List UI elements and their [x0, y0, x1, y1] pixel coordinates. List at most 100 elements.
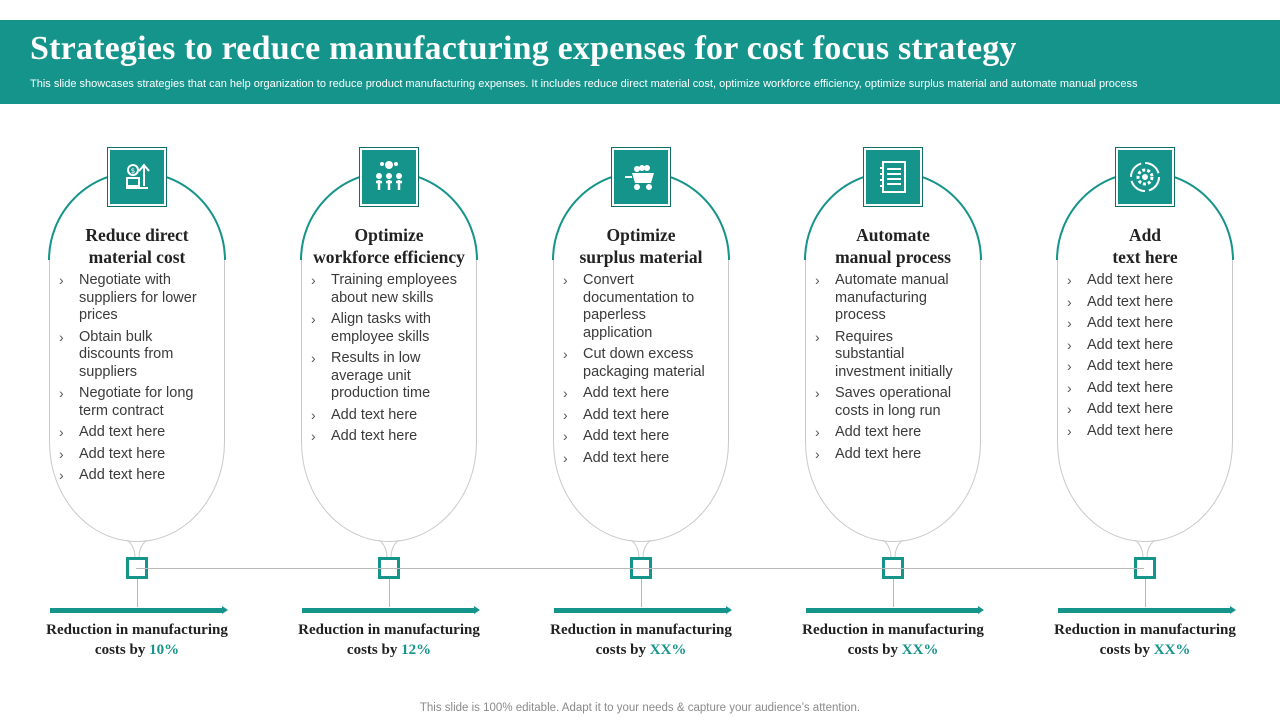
bullet-text: Add text here — [79, 424, 166, 440]
reduction-label: Reduction in manufacturing costs by 10% — [37, 620, 237, 660]
chevron-right-icon: › — [311, 272, 316, 288]
bullet-text: Automate manual manufacturing process — [835, 272, 949, 323]
chevron-right-icon: › — [59, 385, 64, 401]
reduction-prefix: costs by — [1099, 642, 1150, 658]
list-item: › Add text here — [563, 407, 713, 425]
strategy-title: Reduce direct material cost — [49, 224, 225, 268]
strategy-title-line: text here — [1112, 247, 1178, 267]
list-item: › Automate manual manufacturing process — [815, 272, 965, 325]
reduction-value: XX% — [901, 642, 939, 658]
chevron-right-icon: › — [1067, 293, 1072, 310]
reduction-text: Reduction in manufacturing — [46, 622, 228, 638]
timeline-drop — [1145, 579, 1146, 607]
list-item: › Add text here — [815, 446, 965, 464]
reduction-prefix: costs by — [847, 642, 898, 658]
bullet-text: Add text here — [79, 467, 166, 483]
reduction-text: Reduction in manufacturing — [550, 622, 732, 638]
reduction-value: 12% — [401, 642, 432, 658]
strategy-title-line: surplus material — [579, 247, 703, 267]
reduction-prefix: costs by — [346, 642, 398, 658]
list-item: › Results in low average unit production … — [311, 350, 461, 403]
bullet-text: Add text here — [1087, 422, 1174, 439]
header-banner: Strategies to reduce manufacturing expen… — [0, 20, 1280, 104]
chevron-right-icon: › — [563, 428, 568, 444]
bullet-text: Add text here — [1087, 358, 1174, 374]
reduction-text: costs by 10% — [37, 640, 237, 660]
list-item: › Add text here — [1067, 358, 1217, 376]
card-arch — [48, 174, 226, 261]
list-item: › Convert documentation to paperless appl… — [563, 272, 713, 342]
card-arch — [1056, 174, 1234, 261]
chevron-right-icon: › — [563, 346, 568, 362]
strategy-card — [49, 172, 225, 542]
bullet-text: Negotiate with suppliers for lower price… — [79, 272, 197, 323]
accent-bar — [806, 606, 984, 614]
list-item: › Add text here — [563, 385, 713, 403]
card-stem — [1134, 540, 1156, 558]
strategy-title: Automate manual process — [805, 224, 981, 268]
card-arch — [552, 174, 730, 261]
list-item: › Add text here — [311, 428, 461, 446]
card-stem — [630, 540, 652, 558]
list-item: › Cut down excess packaging material — [563, 346, 713, 381]
page-subtitle: This slide showcases strategies that can… — [30, 78, 1138, 90]
chevron-right-icon: › — [59, 328, 64, 345]
svg-text:$: $ — [131, 167, 135, 175]
chevron-right-icon: › — [1067, 401, 1072, 417]
list-item: › Obtain bulk discounts from suppliers — [59, 329, 209, 382]
timeline-drop — [893, 579, 894, 607]
list-item: › Negotiate for long term contract — [59, 385, 209, 420]
list-item: › Training employees about new skills — [311, 272, 461, 307]
bullet-text: Convert documentation to paperless appli… — [583, 272, 695, 341]
bullet-list: › Training employees about new skills › Ali… — [311, 272, 461, 450]
bullet-text: Add text here — [1087, 315, 1174, 331]
strategy-card — [805, 172, 981, 542]
icon-tile — [863, 147, 923, 207]
bullet-list: › Convert documentation to paperless appl… — [563, 272, 713, 471]
strategy-title-line: material cost — [88, 247, 186, 267]
bullet-text: Add text here — [583, 406, 670, 423]
chevron-right-icon: › — [1067, 315, 1072, 331]
accent-bar — [1058, 606, 1236, 614]
bullet-text: Cut down excess packaging material — [583, 346, 705, 380]
card-arch — [804, 174, 982, 261]
list-item: › Add text here — [1067, 423, 1217, 441]
list-item: › Add text here — [1067, 272, 1217, 290]
list-item: › Add text here — [563, 450, 713, 468]
strategy-title: Optimize workforce efficiency — [301, 224, 477, 268]
icon-tile — [611, 147, 671, 207]
chevron-right-icon: › — [311, 428, 316, 444]
footer-note: This slide is 100% editable. Adapt it to… — [419, 702, 861, 714]
reduction-label: Reduction in manufacturing costs by XX% — [1045, 620, 1245, 660]
reduction-text: Reduction in manufacturing — [298, 622, 480, 638]
chevron-right-icon: › — [563, 272, 568, 288]
reduction-text: Reduction in manufacturing — [1054, 622, 1236, 638]
strategy-title-line: Reduce direct — [85, 225, 189, 245]
reduction-text: costs by XX% — [541, 640, 741, 660]
icon-tile: $ — [107, 147, 167, 207]
chevron-right-icon: › — [1067, 379, 1072, 396]
reduction-text: costs by XX% — [793, 640, 993, 660]
list-item: › Add text here — [59, 467, 209, 485]
list-item: › Saves operational costs in long run — [815, 385, 965, 420]
chevron-right-icon: › — [563, 449, 568, 466]
list-item: › Align tasks with employee skills — [311, 311, 461, 346]
bullet-text: Align tasks with employee skills — [331, 311, 431, 345]
bullet-text: Add text here — [1087, 379, 1174, 396]
chevron-right-icon: › — [1067, 358, 1072, 374]
bullet-text: Add text here — [1087, 401, 1174, 417]
list-item: › Add text here — [311, 407, 461, 425]
icon-tile — [1115, 147, 1175, 207]
reduction-text: Reduction in manufacturing — [802, 622, 984, 638]
accent-bar — [302, 606, 480, 614]
bullet-text: Add text here — [1087, 336, 1174, 353]
list-item: › Requires substantial investment initial… — [815, 329, 965, 382]
card-stem — [378, 540, 400, 558]
list-item: › Add text here — [1067, 337, 1217, 355]
chevron-right-icon: › — [59, 445, 64, 462]
card-stem — [126, 540, 148, 558]
strategy-card — [553, 172, 729, 542]
reduction-prefix: costs by — [94, 642, 146, 658]
bullet-text: Add text here — [583, 385, 670, 401]
strategy-title-line: manual process — [835, 247, 951, 267]
